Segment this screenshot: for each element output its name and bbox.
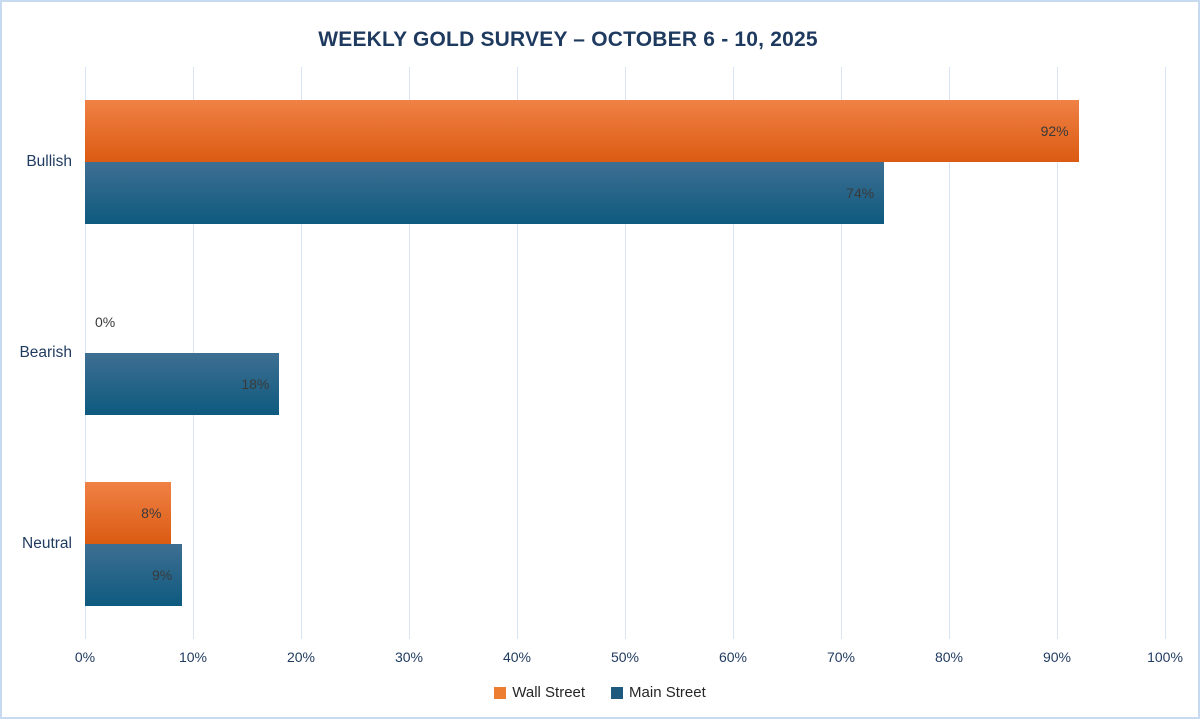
gridline [517, 67, 518, 639]
x-tick-label: 100% [1147, 649, 1183, 665]
bar-main-street-bearish: 18% [85, 353, 280, 415]
legend-marker [494, 686, 507, 699]
legend-marker [611, 686, 624, 699]
x-tick-label: 20% [286, 649, 316, 665]
x-tick-label: 70% [826, 649, 856, 665]
chart-title: WEEKLY GOLD SURVEY – OCTOBER 6 - 10, 202… [318, 28, 818, 51]
bar-main-street-bullish: 74% [85, 162, 885, 225]
legend-label: Wall Street [512, 684, 586, 701]
x-tick-label: 80% [934, 649, 964, 665]
category-label: Bullish [26, 153, 72, 171]
gridline [733, 67, 734, 639]
y-axis-labels: Bullish Bearish Neutral [2, 67, 72, 639]
gridline [1165, 67, 1166, 639]
data-label: 8% [141, 504, 162, 521]
legend-item-main-street: Main Street [611, 684, 706, 701]
x-tick-label: 50% [610, 649, 640, 665]
x-tick-label: 10% [178, 649, 208, 665]
x-tick-label: 90% [1042, 649, 1072, 665]
legend-label: Main Street [629, 684, 706, 701]
x-axis: 0% 10% 20% 30% 40% 50% 60% 70% 80% 90% 100% [75, 649, 1183, 667]
data-label: 0% [95, 314, 116, 330]
plot-area: 92% 74% 0% 18% 8% 9% [85, 67, 1166, 639]
bar-wall-street-bullish: 92% [85, 100, 1079, 163]
x-tick-label: 60% [718, 649, 748, 665]
legend-item-wall-street: Wall Street [494, 684, 585, 701]
x-tick-label: 30% [394, 649, 424, 665]
category-label: Neutral [22, 534, 72, 552]
bar-wall-street-neutral: 8% [85, 481, 172, 544]
data-label: 92% [1040, 123, 1069, 140]
x-tick-label: 0% [74, 649, 96, 665]
data-label: 74% [846, 185, 875, 202]
gridline [841, 67, 842, 639]
gridline [409, 67, 410, 639]
data-label: 18% [241, 376, 270, 392]
x-tick-label: 40% [502, 649, 532, 665]
bar-main-street-neutral: 9% [85, 543, 183, 606]
data-label: 9% [151, 566, 173, 583]
category-label: Bearish [19, 344, 72, 361]
gridline [949, 67, 950, 639]
gridline [1057, 67, 1058, 639]
legend: Wall Street Main Street [2, 684, 1198, 701]
gridline [301, 67, 302, 639]
gridline [625, 67, 626, 639]
